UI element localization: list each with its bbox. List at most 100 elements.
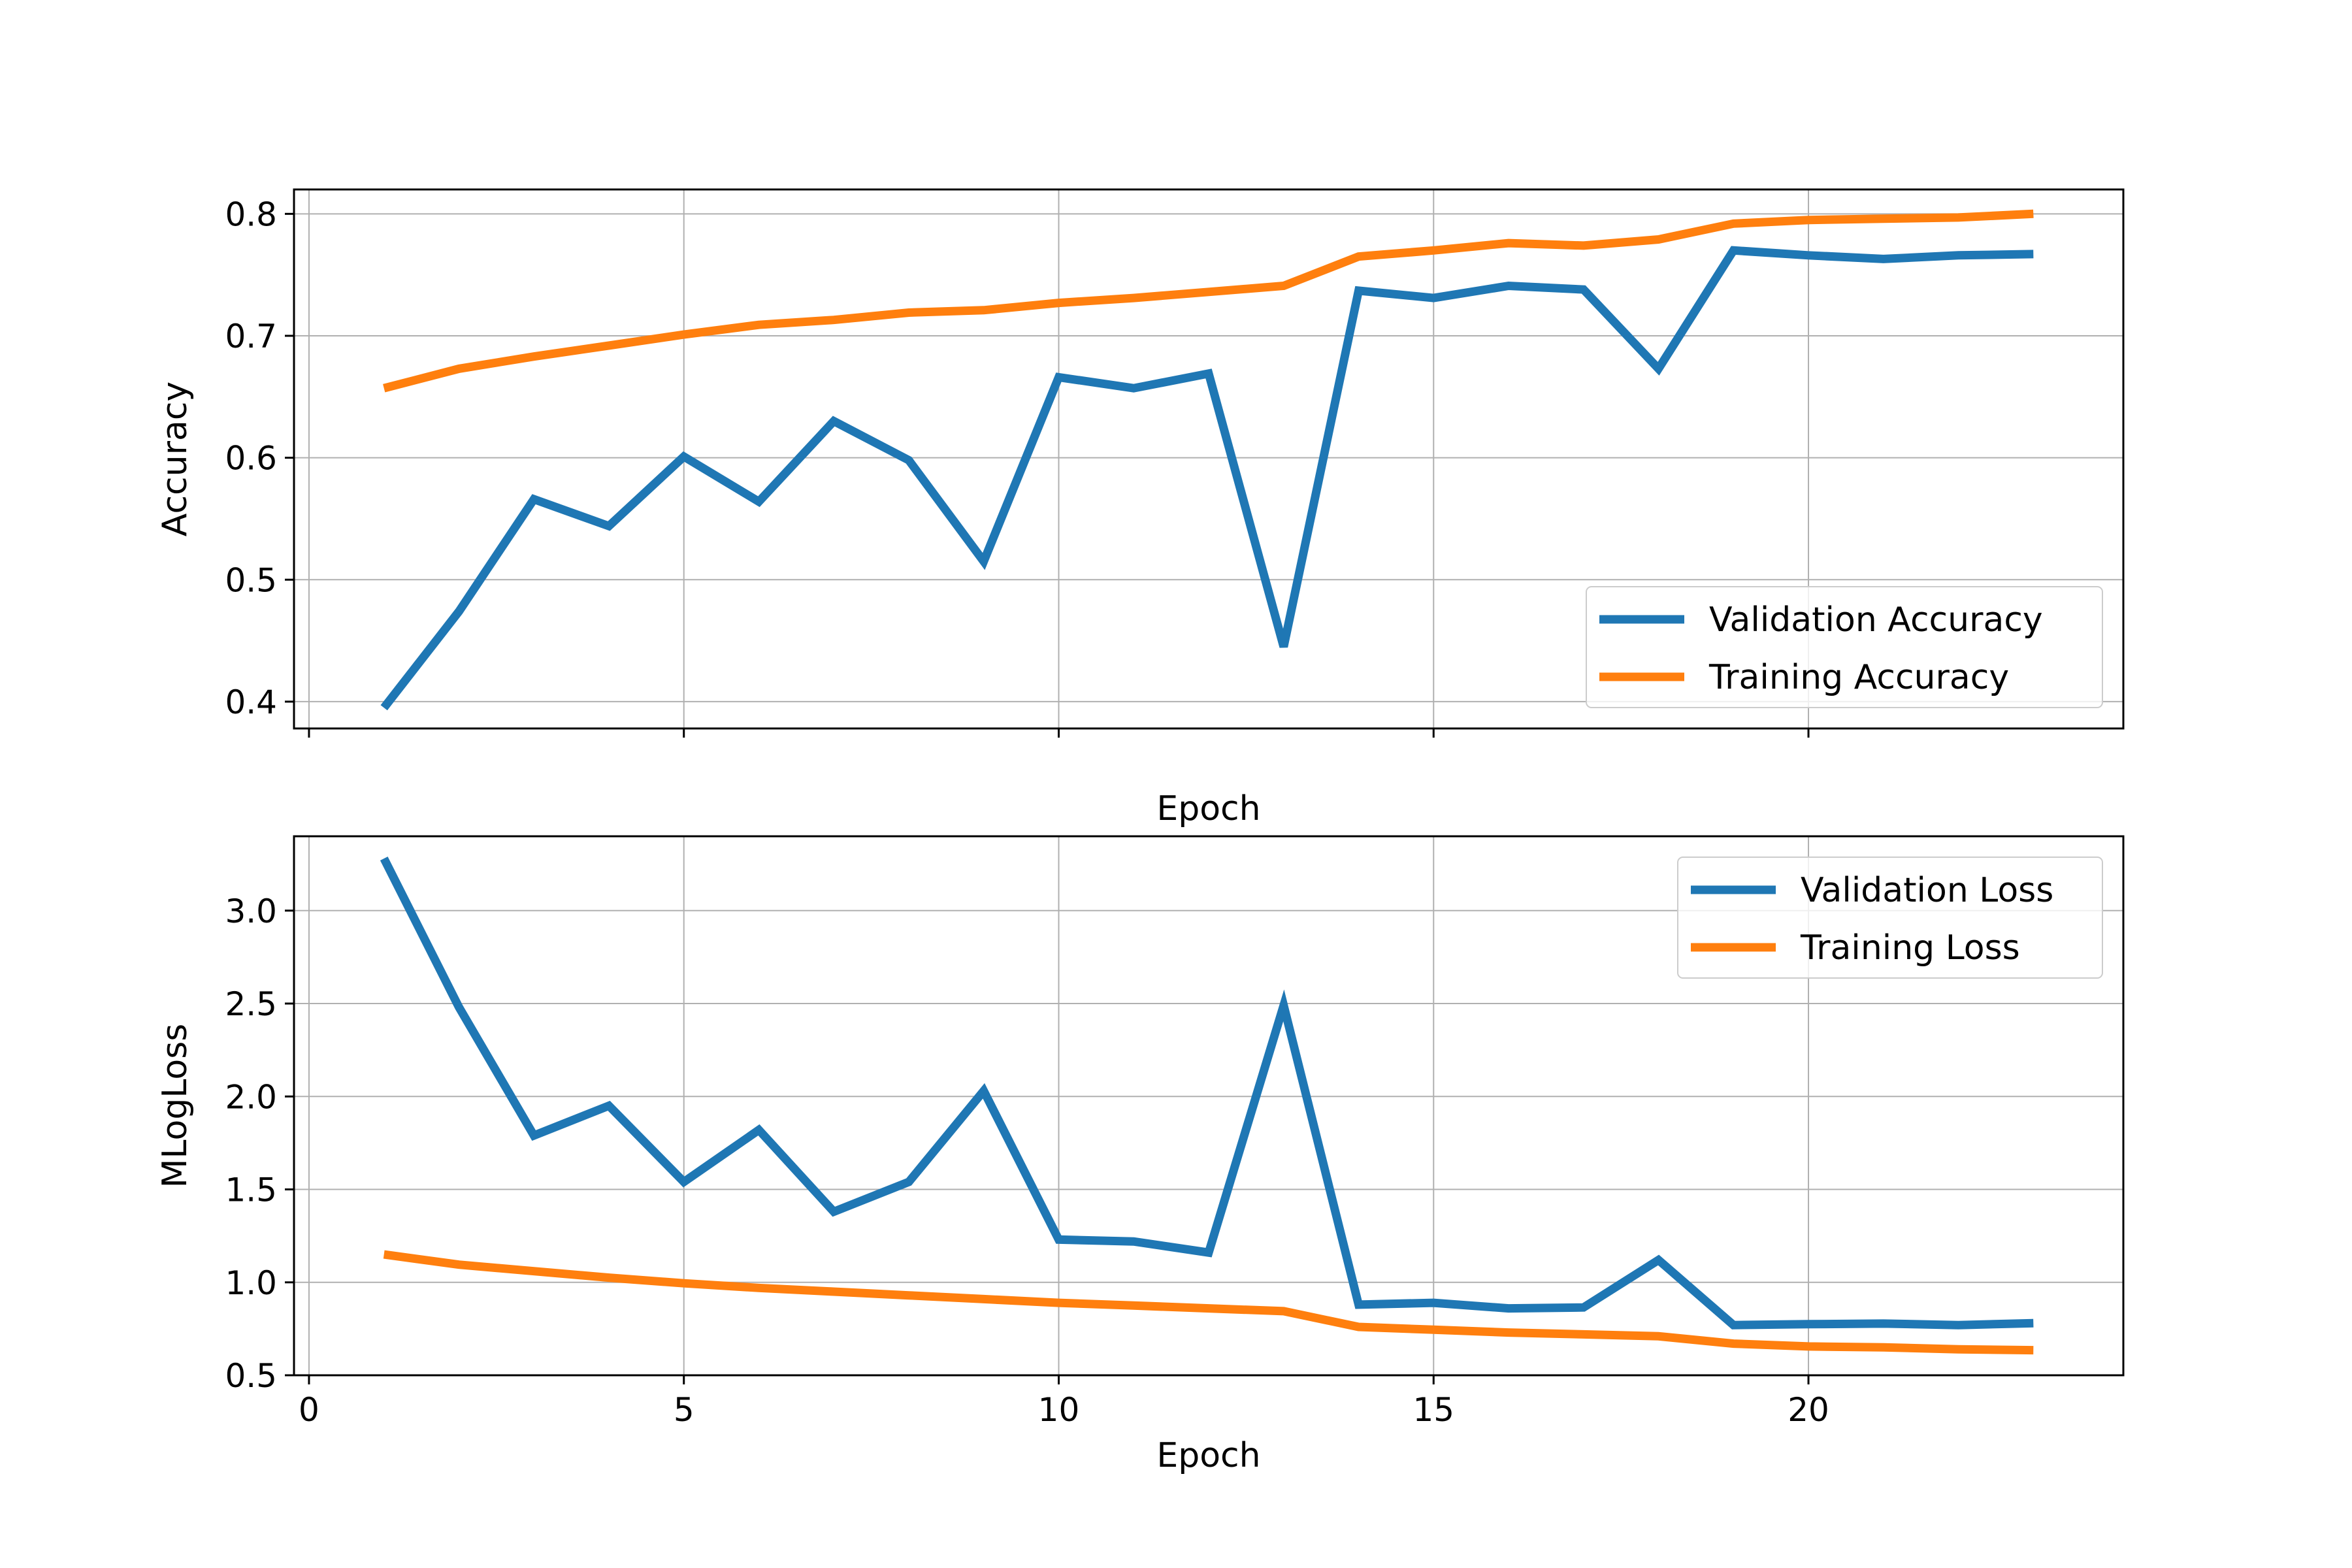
data-point	[1805, 1343, 1812, 1350]
legend-box	[1677, 857, 2103, 979]
data-point	[530, 1132, 538, 1139]
data-point	[755, 1284, 762, 1292]
accuracy-plot-frame	[293, 188, 2125, 730]
loss-legend: Validation Loss Training Loss	[1677, 857, 2103, 979]
data-point	[1729, 246, 1737, 254]
y-tick-label: 2.0	[225, 1078, 277, 1116]
data-point	[530, 495, 538, 503]
y-tick-label: 3.0	[225, 892, 277, 930]
data-point	[1205, 370, 1213, 378]
data-point	[380, 1250, 388, 1258]
data-point	[980, 1087, 988, 1095]
data-point	[1054, 1235, 1062, 1243]
data-point	[680, 331, 688, 338]
data-point	[1805, 252, 1812, 259]
data-point	[680, 453, 688, 461]
data-point	[1880, 1343, 1887, 1351]
data-point	[1054, 373, 1062, 381]
data-point	[380, 704, 388, 711]
x-tick-label: 0	[299, 1391, 319, 1429]
data-point	[1280, 643, 1288, 651]
y-tick-label: 0.8	[225, 195, 277, 233]
data-point	[1355, 253, 1363, 261]
data-point	[980, 557, 988, 565]
loss-panel: 0 5 10 15 20 0.5 1.0 1.5 2.0 2.5 3.0 Epoch MLogLos…	[155, 835, 2125, 1475]
data-point	[1205, 288, 1213, 296]
data-point	[1054, 1299, 1062, 1307]
data-point	[830, 417, 838, 425]
data-point	[1655, 365, 1663, 372]
data-point	[455, 365, 463, 372]
legend-box	[1586, 586, 2103, 708]
data-point	[1505, 1329, 1512, 1337]
data-point	[605, 1102, 613, 1110]
data-point	[455, 1004, 463, 1011]
series-line-training-accuracy	[383, 209, 2034, 393]
data-point	[605, 522, 613, 530]
y-tick-label: 0.5	[225, 1357, 277, 1395]
data-point	[1655, 1256, 1663, 1264]
data-point	[1880, 215, 1887, 223]
y-tick-label: 0.4	[225, 683, 277, 721]
data-point	[905, 309, 913, 317]
data-point	[1729, 1340, 1737, 1348]
data-point	[1205, 1305, 1213, 1313]
data-point	[1580, 286, 1588, 293]
y-tick-label: 2.5	[225, 985, 277, 1023]
data-point	[1655, 1332, 1663, 1340]
data-point	[905, 1178, 913, 1186]
data-point	[1580, 242, 1588, 250]
loss-plot-frame	[293, 835, 2125, 1377]
y-tick-label: 0.7	[225, 318, 277, 355]
data-point	[830, 1288, 838, 1296]
data-point	[380, 855, 388, 862]
data-point	[380, 384, 388, 392]
data-point	[530, 353, 538, 361]
data-point	[755, 498, 762, 506]
series-line-validation-loss	[380, 857, 2034, 1330]
data-point	[1280, 1002, 1288, 1009]
legend-label: Validation Loss	[1801, 871, 2053, 910]
loss-x-axis-label: Epoch	[1156, 1436, 1260, 1475]
accuracy-grid	[294, 189, 2123, 728]
accuracy-panel: 0.4 0.5 0.6 0.7 0.8 Epoch Accuracy Validatio…	[155, 188, 2125, 828]
legend-label: Training Accuracy	[1708, 658, 2009, 697]
data-point	[680, 1178, 688, 1186]
loss-series-layer	[380, 855, 2034, 1355]
data-point	[1955, 252, 1963, 259]
data-point	[530, 1267, 538, 1275]
accuracy-x-axis-label: Epoch	[1156, 789, 1260, 828]
data-point	[1955, 214, 1963, 221]
data-point	[1130, 1301, 1137, 1309]
accuracy-ticks: 0.4 0.5 0.6 0.7 0.8	[225, 195, 1810, 738]
y-tick-label: 0.5	[225, 561, 277, 599]
data-point	[455, 608, 463, 615]
data-point	[1130, 1237, 1137, 1245]
y-tick-label: 1.5	[225, 1171, 277, 1209]
data-point	[905, 456, 913, 464]
data-point	[1655, 236, 1663, 244]
data-point	[1805, 216, 1812, 224]
data-point	[1729, 1321, 1737, 1329]
data-point	[1580, 1303, 1588, 1311]
data-point	[1955, 1345, 1963, 1353]
accuracy-legend: Validation Accuracy Training Accuracy	[1586, 586, 2103, 708]
series-line-training-loss	[383, 1250, 2034, 1355]
data-point	[1505, 282, 1512, 289]
data-point	[1429, 1326, 1437, 1333]
data-point	[1130, 294, 1137, 302]
accuracy-series-layer	[380, 209, 2037, 711]
data-point	[1729, 220, 1737, 227]
data-point	[455, 1261, 463, 1269]
data-point	[1429, 1299, 1437, 1307]
data-point	[830, 1208, 838, 1216]
data-point	[1280, 282, 1288, 289]
data-point	[1130, 384, 1137, 392]
data-point	[1205, 1249, 1213, 1256]
y-tick-label: 1.0	[225, 1264, 277, 1302]
data-point	[680, 1279, 688, 1287]
data-point	[2029, 250, 2037, 258]
data-point	[1505, 1305, 1512, 1313]
data-point	[980, 1295, 988, 1303]
